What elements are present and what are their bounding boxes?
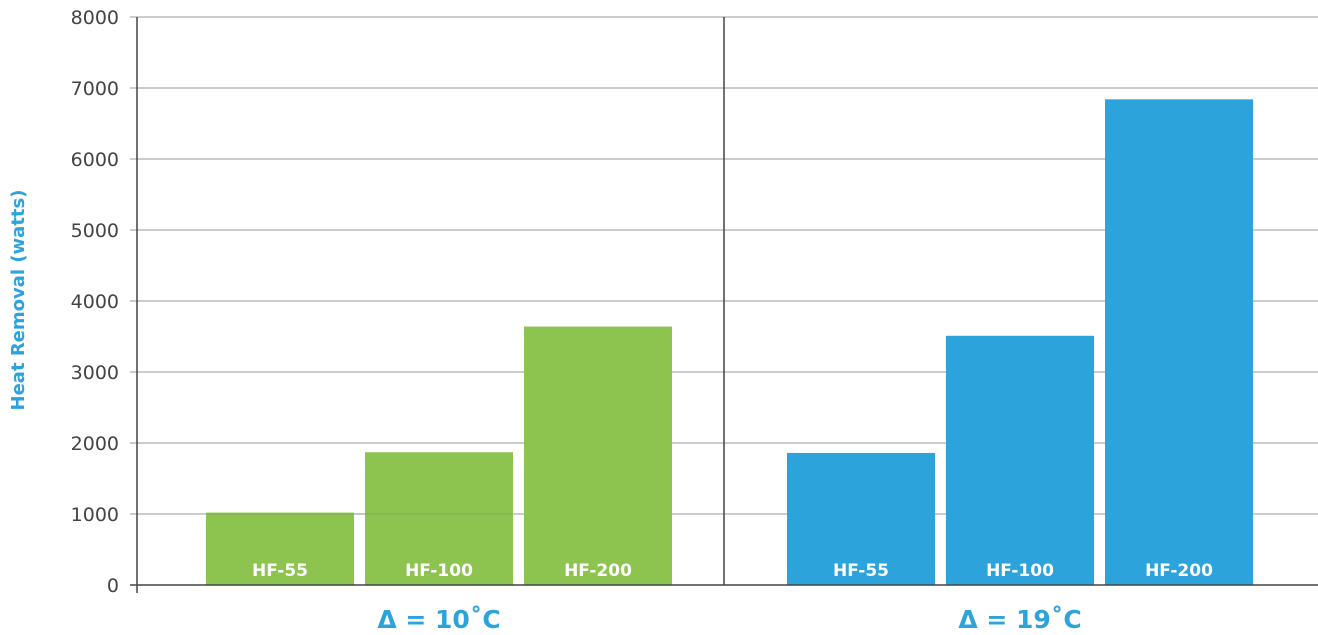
bar [524,326,672,585]
bar [206,512,354,585]
y-tick-label: 3000 [71,362,119,384]
bar-label: HF-100 [986,561,1054,581]
y-tick-label: 2000 [71,433,119,455]
bar-label: HF-200 [564,561,632,581]
bar-label: HF-55 [252,561,308,581]
group-label: Δ = 10˚C [377,605,500,634]
bar [365,452,513,585]
bar [787,452,935,585]
y-axis-label: Heat Removal (watts) [8,190,29,411]
bar [946,335,1094,585]
y-tick-label: 5000 [71,220,119,242]
axes [130,17,1318,593]
group-label: Δ = 19˚C [958,605,1081,634]
y-tick-label: 0 [107,575,119,597]
bar [1105,99,1253,586]
y-tick-label: 6000 [71,149,119,171]
bar-label: HF-100 [405,561,473,581]
y-tick-label: 8000 [71,7,119,29]
labels: 0 1000 2000 3000 4000 5000 6000 7000 8000 HF-55 HF… [71,7,1213,634]
bar-label: HF-55 [833,561,889,581]
y-tick-label: 7000 [71,78,119,100]
y-tick-label: 4000 [71,291,119,313]
bar-label: HF-200 [1145,561,1213,581]
y-tick-label: 1000 [71,504,119,526]
bars [206,99,1253,586]
